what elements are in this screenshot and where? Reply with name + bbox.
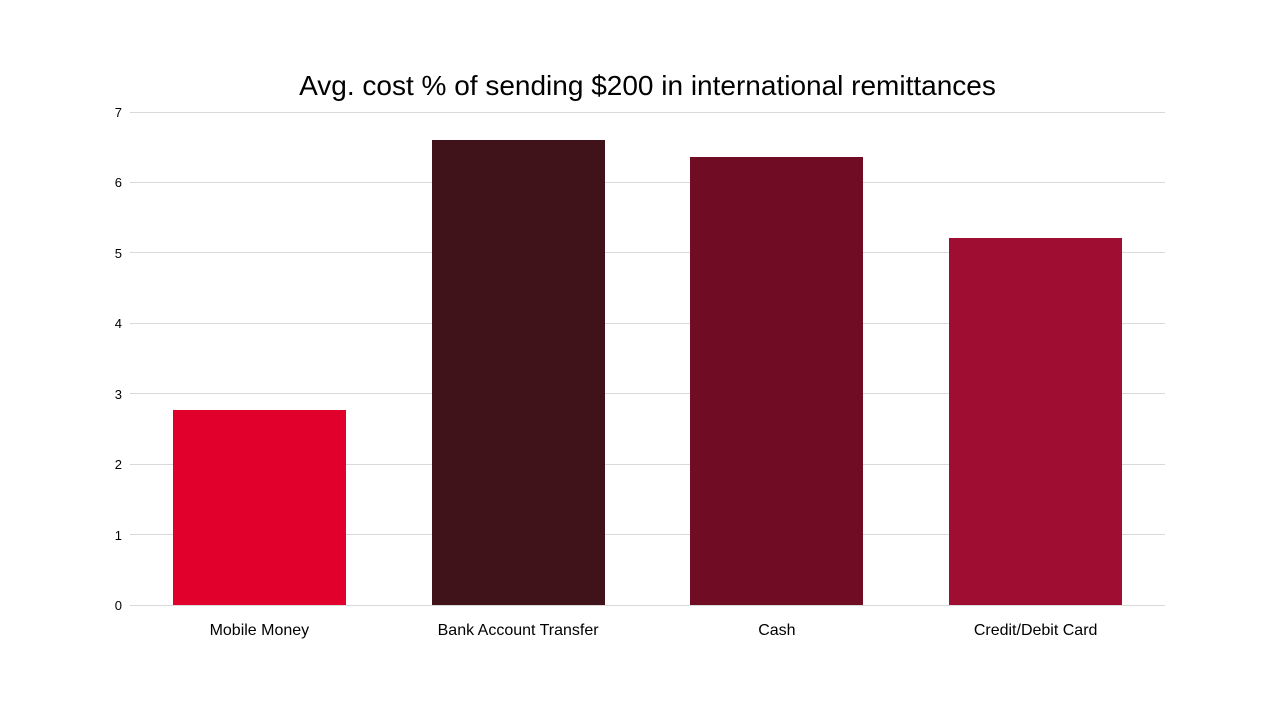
bar-credit-debit-card [949,238,1123,605]
bar-slot [389,112,648,605]
x-axis-label: Credit/Debit Card [973,622,1098,639]
x-axis-label: Cash [758,622,796,639]
x-axis-label: Mobile Money [209,622,310,639]
x-axis-label: Bank Account Transfer [437,622,599,639]
y-tick-label: 7 [114,105,122,120]
bar-slot [648,112,907,605]
bars-row [130,112,1165,605]
gridline [130,322,1165,324]
y-tick-label: 4 [114,316,122,332]
gridline [130,604,1165,606]
y-tick-label: 3 [114,386,122,402]
gridline [130,463,1165,465]
y-tick-label: 2 [114,457,122,473]
gridline [130,111,1165,113]
y-tick-label: 0 [114,598,122,613]
gridline [130,252,1165,254]
plot-area [130,111,1165,606]
bar-slot [130,112,389,605]
gridline [130,393,1165,395]
y-tick-label: 6 [114,175,122,191]
bar-slot [906,112,1165,605]
bar-mobile-money [172,409,346,605]
y-tick-label: 1 [114,527,122,543]
chart-title: Avg. cost % of sending $200 in internati… [299,70,996,101]
bar-cash [690,157,864,605]
bar-bank-account-transfer [431,140,605,605]
x-axis: Mobile Money Bank Account Transfer Cash Cre… [130,622,1165,640]
gridline [130,534,1165,536]
y-tick-label: 5 [114,245,122,261]
gridline [130,181,1165,183]
